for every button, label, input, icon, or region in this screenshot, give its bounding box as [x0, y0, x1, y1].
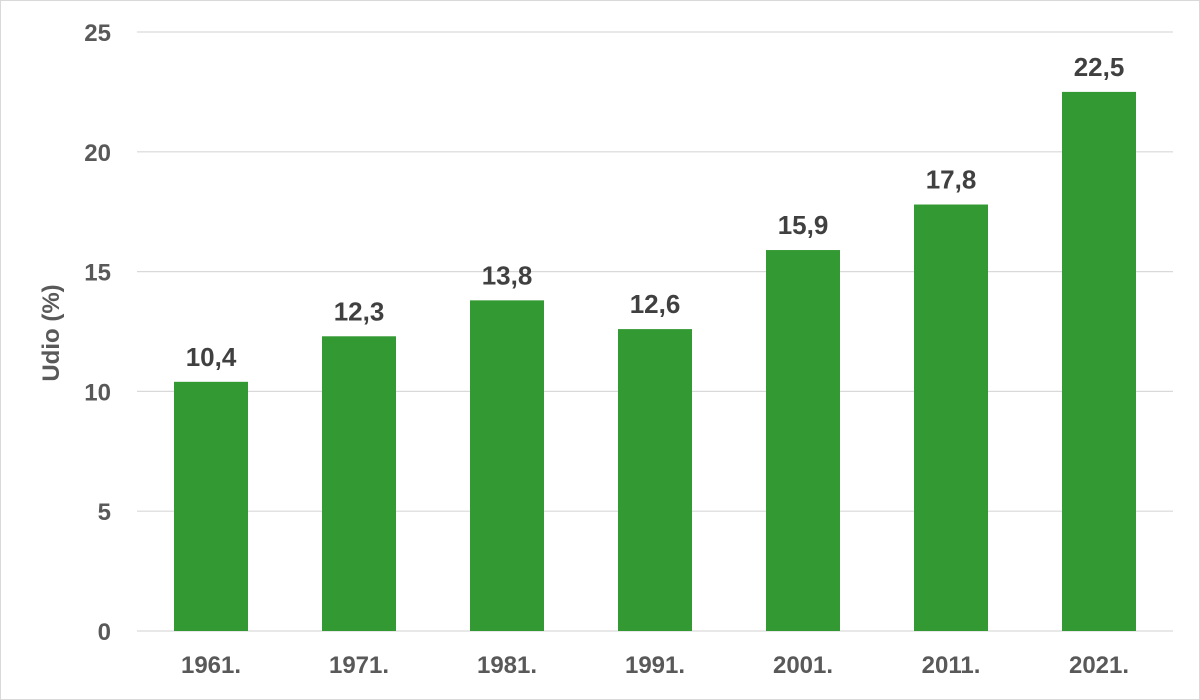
x-tick-label: 1981.: [477, 652, 537, 679]
y-axis-title: Udio (%): [38, 284, 65, 381]
y-tick-label: 20: [84, 140, 111, 167]
bar: [322, 336, 396, 631]
bar: [618, 329, 692, 631]
x-tick-label: 1961.: [181, 652, 241, 679]
x-tick-label: 2001.: [773, 652, 833, 679]
bars: [174, 91, 1136, 631]
data-label: 17,8: [926, 165, 977, 195]
bar: [1062, 91, 1136, 631]
y-tick-label: 10: [84, 379, 111, 406]
x-axis-ticks: 1961. 1971. 1981. 1991. 2001. 2011. 2021.: [181, 652, 1129, 679]
data-label: 10,4: [186, 342, 237, 372]
y-axis-ticks: 0 5 10 15 20 25: [84, 20, 111, 646]
data-label: 15,9: [778, 210, 829, 240]
x-tick-label: 2011.: [922, 652, 981, 679]
x-tick-label: 1991.: [625, 652, 685, 679]
y-tick-label: 0: [98, 619, 111, 646]
y-tick-label: 5: [98, 499, 111, 526]
data-label: 12,6: [630, 289, 681, 319]
x-tick-label: 2021.: [1069, 652, 1129, 679]
bar: [470, 300, 544, 631]
bar: [766, 250, 840, 631]
y-tick-label: 25: [84, 20, 111, 47]
data-label: 12,3: [334, 296, 385, 326]
data-labels: 10,4 12,3 13,8 12,6 15,9 17,8 22,5: [186, 52, 1125, 372]
data-label: 13,8: [482, 260, 533, 290]
x-tick-label: 1971.: [329, 652, 389, 679]
bar: [914, 204, 988, 631]
data-label: 22,5: [1074, 52, 1125, 82]
y-tick-label: 15: [84, 260, 111, 287]
bar: [174, 381, 248, 631]
